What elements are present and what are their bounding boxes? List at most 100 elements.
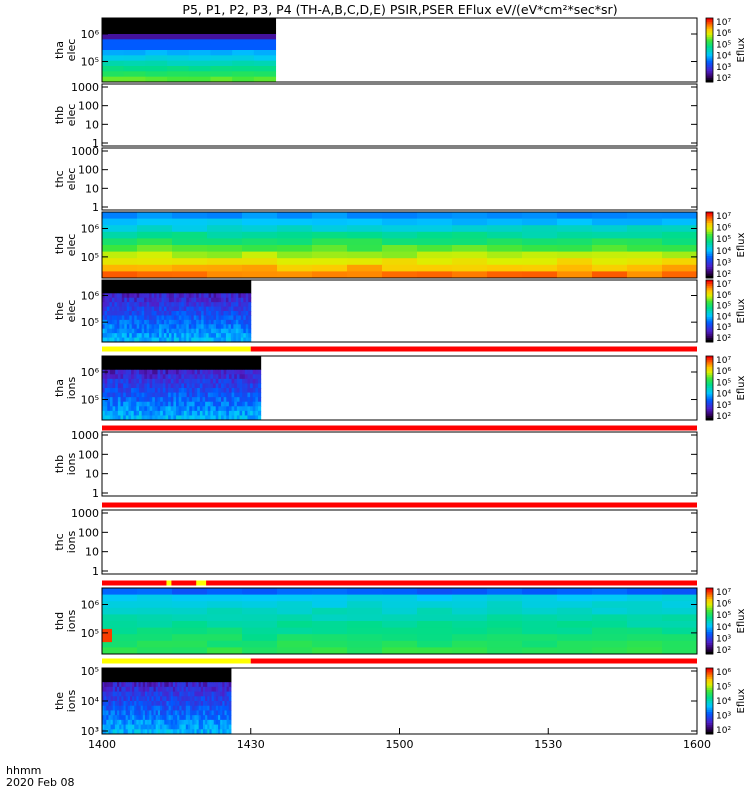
heatmap-cell: [172, 245, 208, 253]
heatmap-cell: [168, 401, 172, 407]
heatmap-cell: [207, 245, 243, 253]
heatmap-cell: [178, 406, 182, 412]
heatmap-cell: [157, 401, 161, 407]
heatmap-cell: [136, 293, 140, 299]
heatmap-cell: [234, 406, 238, 412]
heatmap-cell: [592, 258, 628, 266]
heatmap-cell: [106, 701, 109, 707]
heatmap-cell: [155, 686, 159, 693]
heatmap-cell: [155, 715, 159, 721]
heatmap-cell: [111, 324, 115, 330]
heatmap-cell: [382, 588, 418, 596]
heatmap-cell: [220, 724, 223, 730]
heatmap-cell: [189, 392, 193, 398]
ytick-label: 1: [92, 487, 99, 500]
heatmap-cell: [146, 415, 151, 421]
heatmap-cell: [131, 392, 135, 398]
heatmap-cell: [417, 647, 453, 655]
colorbar-cell: [706, 681, 713, 684]
heatmap-cell: [220, 701, 223, 707]
heatmap-cell: [111, 297, 115, 303]
heatmap-cell: [233, 302, 237, 308]
heatmap-cell: [123, 701, 127, 707]
heatmap-cell: [211, 280, 215, 294]
heatmap-cell: [191, 401, 196, 407]
heatmap-cell: [138, 696, 142, 702]
heatmap-cell: [125, 410, 129, 416]
heatmap-cell: [258, 374, 262, 380]
heatmap-cell: [200, 682, 204, 688]
heatmap-cell: [245, 293, 249, 299]
heatmap-cell: [198, 682, 202, 688]
heatmap-cell: [187, 710, 191, 716]
heatmap-cell: [228, 306, 232, 312]
heatmap-cell: [188, 315, 192, 321]
heatmap-cell: [119, 682, 122, 688]
heatmap-cell: [183, 392, 188, 398]
heatmap-cell: [185, 710, 189, 716]
heatmap-cell: [235, 293, 239, 299]
heatmap-cell: [213, 302, 217, 308]
heatmap-cell: [224, 686, 228, 693]
heatmap-cell: [247, 378, 251, 384]
heatmap-cell: [161, 333, 165, 339]
heatmap-cell: [149, 333, 153, 339]
heatmap-cell: [144, 280, 148, 294]
heatmap-cell: [127, 691, 131, 697]
heatmap-cell: [172, 668, 176, 683]
heatmap-cell: [196, 311, 200, 316]
heatmap-cell: [129, 333, 133, 339]
heatmap-cell: [198, 328, 202, 334]
heatmap-cell: [127, 705, 131, 711]
heatmap-cell: [238, 333, 242, 339]
heatmap-cell: [107, 397, 111, 403]
colorbar-tick-label: 10⁴: [716, 312, 731, 322]
colorbar-cell: [706, 729, 713, 733]
heatmap-cell: [147, 668, 150, 683]
colorbar-cell: [706, 22, 713, 25]
heatmap-cell: [171, 297, 175, 303]
heatmap-cell: [155, 729, 159, 735]
heatmap-cell: [161, 324, 165, 330]
heatmap-cell: [170, 701, 174, 707]
heatmap-cell: [179, 729, 182, 735]
heatmap-cell: [452, 218, 488, 226]
heatmap-cell: [106, 724, 109, 730]
colorbar-label: Eflux: [736, 37, 747, 62]
colorbar-cell: [706, 329, 713, 333]
colorbar-cell: [706, 672, 713, 676]
colorbar-tick-label: 10⁴: [716, 247, 731, 257]
heatmap-cell: [224, 682, 228, 688]
heatmap-cell: [116, 319, 120, 325]
heatmap-cell: [312, 607, 348, 615]
heatmap-cell: [181, 724, 185, 730]
heatmap-cell: [255, 378, 259, 384]
heatmap-cell: [202, 397, 206, 403]
heatmap-cell: [154, 306, 158, 312]
colorbar-cell: [706, 260, 713, 264]
heatmap-cell: [125, 369, 129, 375]
heatmap-cell: [123, 55, 146, 62]
colorbar-cell: [706, 335, 713, 339]
heatmap-cell: [347, 225, 383, 233]
heatmap-cell: [248, 293, 252, 299]
heatmap-cell: [185, 715, 189, 721]
heatmap-cell: [160, 415, 164, 421]
colorbar-cell: [706, 599, 713, 602]
colorbar-tick-label: 10⁶: [716, 367, 731, 377]
heatmap-cell: [452, 647, 488, 655]
heatmap-cell: [200, 696, 204, 702]
heatmap-cell: [157, 710, 161, 716]
heatmap-cell: [218, 374, 222, 380]
heatmap-cell: [193, 328, 197, 334]
heatmap-cell: [242, 392, 246, 398]
heatmap-cell: [139, 410, 143, 416]
heatmap-cell: [250, 392, 254, 398]
heatmap-cell: [162, 378, 166, 384]
heatmap-cell: [154, 315, 158, 321]
heatmap-cell: [194, 378, 198, 384]
heatmap-cell: [133, 401, 137, 407]
heatmap-cell: [220, 668, 223, 683]
heatmap-cell: [234, 392, 238, 398]
heatmap-cell: [347, 594, 383, 602]
